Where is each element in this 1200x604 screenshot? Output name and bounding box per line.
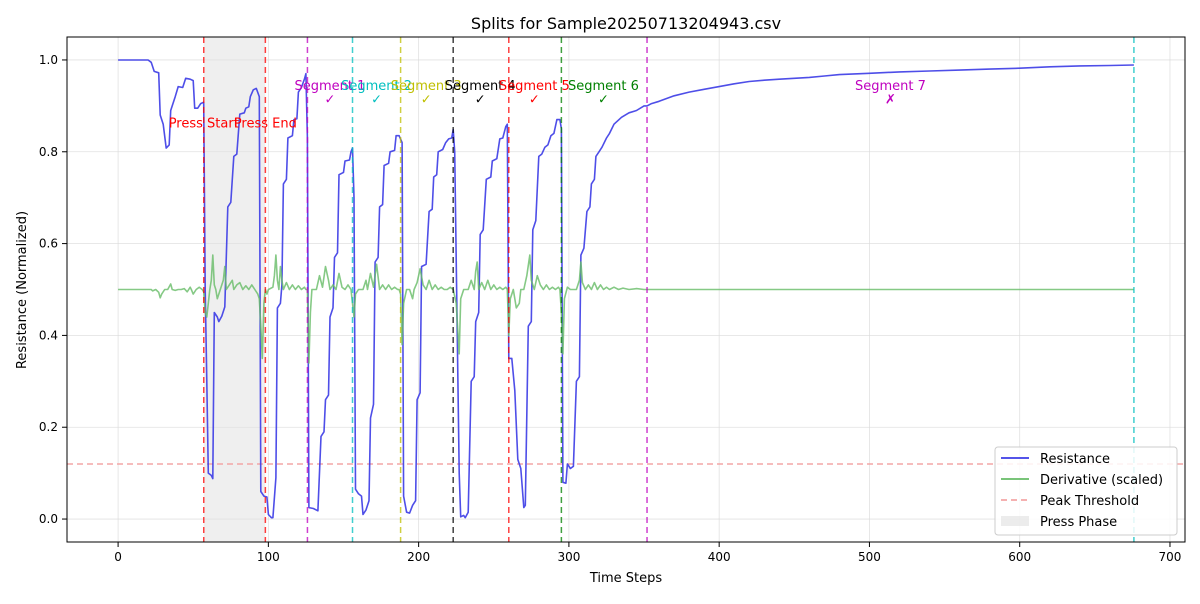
- x-axis-label: Time Steps: [589, 571, 663, 586]
- y-axis-label: Resistance (Normalized): [15, 211, 30, 369]
- x-tick-label: 500: [858, 550, 881, 564]
- segment-label: Segment 3: [391, 79, 462, 94]
- segment-label: Segment 6: [568, 79, 639, 94]
- segment-status-mark: ✓: [421, 93, 432, 108]
- segment-status-mark: ✓: [475, 93, 486, 108]
- x-tick-label: 600: [1008, 550, 1031, 564]
- x-tick-label: 200: [407, 550, 430, 564]
- plot-frame: [66, 36, 1186, 543]
- segment-status-mark: ✓: [598, 93, 609, 108]
- derivative-line: [118, 254, 1134, 364]
- split-lines-layer: [202, 37, 1135, 542]
- segment-status-mark: ✗: [885, 93, 896, 108]
- chart-title: Splits for Sample20250713204943.csv: [471, 14, 781, 33]
- legend-label: Derivative (scaled): [1040, 473, 1163, 488]
- press-label: Press Start: [169, 116, 239, 131]
- y-tick-label: 0.8: [39, 145, 58, 159]
- legend-box: [994, 446, 1178, 536]
- x-tick-label: 0: [114, 550, 122, 564]
- y-tick-label: 0.4: [39, 328, 58, 342]
- legend-label: Resistance: [1040, 452, 1110, 467]
- y-tick-label: 0.0: [39, 512, 58, 526]
- legend-label: Press Phase: [1040, 515, 1117, 530]
- x-tick-label: 100: [257, 550, 280, 564]
- series-layer: [118, 59, 1134, 519]
- x-tick-label: 700: [1159, 550, 1182, 564]
- segment-label: Segment 7: [855, 79, 926, 94]
- x-tick-label: 300: [557, 550, 580, 564]
- resistance-line: [118, 59, 1134, 519]
- segment-status-mark: ✓: [529, 93, 540, 108]
- segment-label: Segment 4: [445, 79, 516, 94]
- segment-label: Segment 2: [341, 79, 412, 94]
- legend-swatch: [1001, 516, 1029, 526]
- legend: Resistance Derivative (scaled) Peak Thresh…: [994, 446, 1178, 536]
- segment-label: Segment 5: [499, 79, 570, 94]
- legend-label: Peak Threshold: [1040, 494, 1139, 509]
- segment-status-mark: ✓: [325, 93, 336, 108]
- x-tick-label: 400: [708, 550, 731, 564]
- axes-layer: 0 100 200 300 400 500 600 700 0.0 0.2 0.4 0.6 0.8 1.0: [39, 53, 1182, 564]
- press-label: Press End: [234, 116, 297, 131]
- y-tick-label: 0.6: [39, 237, 58, 251]
- segment-label: Segment 1: [295, 79, 366, 94]
- segment-status-mark: ✓: [371, 93, 382, 108]
- y-tick-label: 1.0: [39, 53, 58, 67]
- y-tick-label: 0.2: [39, 420, 58, 434]
